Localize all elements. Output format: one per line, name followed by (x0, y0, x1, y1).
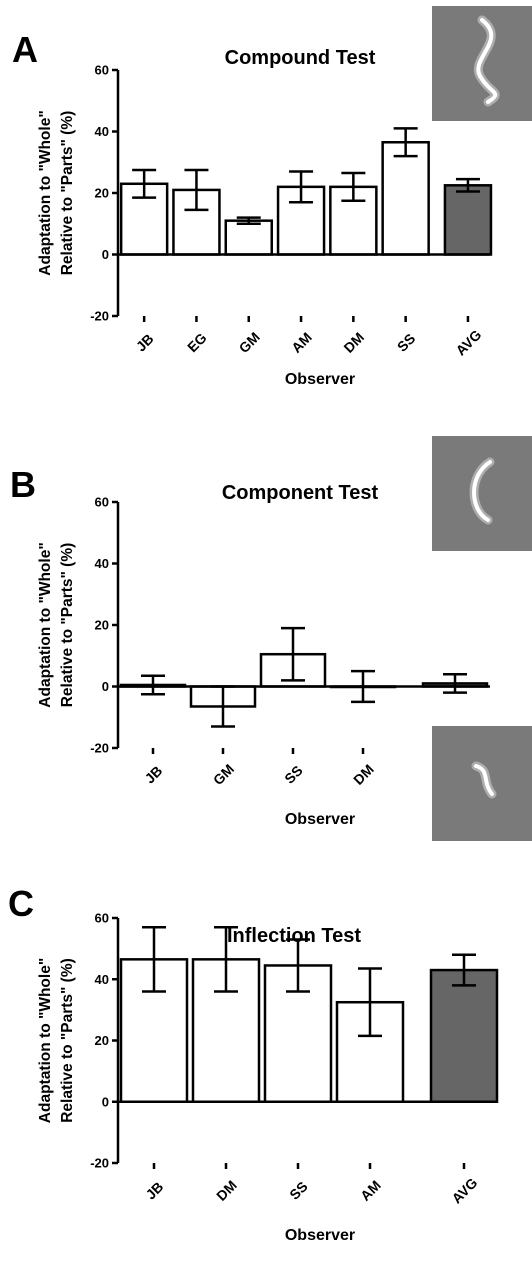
y-tick-label: 60 (95, 911, 109, 926)
error-bar-ss (393, 127, 418, 158)
error-bar-am (358, 967, 382, 1038)
error-bar-jb (132, 168, 157, 199)
stimulus-inset (432, 436, 532, 551)
y-tick-label: 20 (95, 618, 109, 633)
y-tick-label: 0 (102, 247, 109, 262)
x-axis-label: Observer (285, 1227, 355, 1244)
panel-letter: A (12, 29, 38, 70)
x-tick-label-dm: DM (213, 1177, 240, 1204)
error-bar-avg (443, 672, 467, 694)
error-bar-avg (455, 177, 480, 193)
stimulus-background (432, 726, 532, 841)
y-axis-label: Adaptation to "Whole" (37, 958, 54, 1123)
stimulus-curve (476, 18, 498, 104)
error-bar-gm (236, 216, 261, 225)
x-axis-label: Observer (285, 811, 355, 828)
y-axis-label: Relative to "Parts" (%) (59, 958, 76, 1123)
stimulus-background (432, 436, 532, 551)
y-tick-label: 40 (95, 124, 109, 139)
y-tick-label: 0 (102, 1094, 109, 1109)
x-tick-label-jb: JB (142, 1178, 166, 1202)
y-axis-label: Adaptation to "Whole" (37, 110, 54, 275)
panel-a: A Compound Test -20 0 20 40 60 Adaptation to "W… (0, 0, 532, 400)
chart-title: Component Test (222, 482, 379, 504)
y-tick-label: 20 (95, 186, 109, 201)
panel-letter: C (8, 883, 34, 924)
y-tick-label: 20 (95, 1033, 109, 1048)
y-axis-label: Relative to "Parts" (%) (59, 543, 76, 708)
y-tick-label: 40 (95, 972, 109, 987)
y-tick-label: 60 (95, 495, 109, 510)
stimulus-inset (432, 6, 532, 121)
stimulus-inset (432, 726, 532, 841)
stimulus-curve (474, 764, 494, 796)
y-tick-label: -20 (90, 1156, 109, 1171)
y-tick-label: 0 (102, 679, 109, 694)
error-bar-jb (142, 925, 166, 993)
x-tick-label-avg: AVG (448, 1174, 480, 1206)
y-tick-label: -20 (90, 741, 109, 756)
chart-title: Inflection Test (227, 925, 361, 947)
bar-avg (443, 184, 493, 256)
x-tick-label-ss: SS (286, 1178, 311, 1203)
x-axis-label: Observer (285, 371, 355, 388)
error-bar-eg (184, 168, 209, 212)
error-bar-am (289, 170, 314, 204)
y-axis-label: Relative to "Parts" (%) (59, 111, 76, 276)
bar-avg (429, 968, 499, 1103)
error-bar-jb (141, 674, 165, 696)
stimulus-curve (472, 460, 492, 522)
error-bar-dm (341, 171, 366, 202)
y-tick-label: 60 (95, 63, 109, 78)
error-bar-ss (286, 938, 310, 993)
panel-letter: B (10, 464, 36, 505)
bar-ss (381, 141, 430, 256)
y-tick-label: -20 (90, 309, 109, 324)
chart-title: Compound Test (225, 47, 376, 69)
x-tick-label-am: AM (357, 1177, 384, 1204)
y-tick-label: 40 (95, 556, 109, 571)
error-bar-ss (281, 626, 305, 682)
chart-compound-test: A Compound Test -20 0 20 40 60 Adaptation to "W… (12, 6, 532, 388)
error-bar-dm (214, 925, 238, 993)
y-axis-label: Adaptation to "Whole" (37, 542, 54, 707)
error-bar-avg (452, 953, 476, 987)
